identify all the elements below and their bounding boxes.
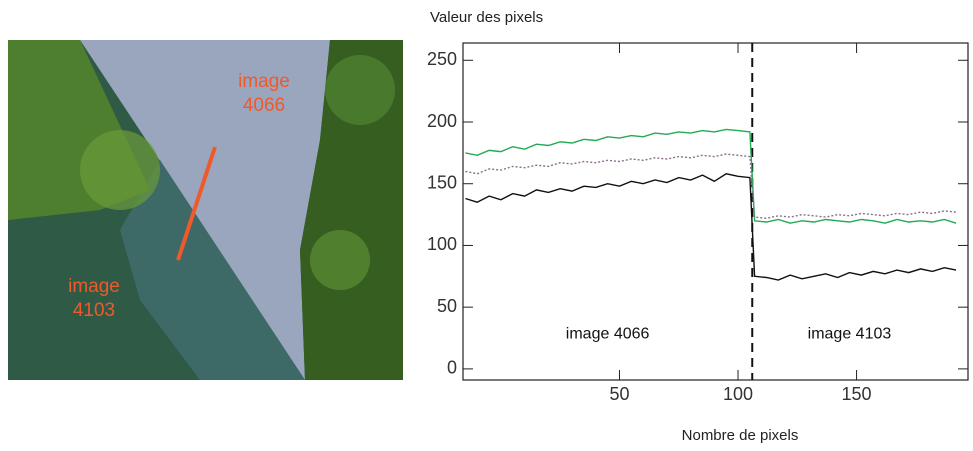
data-line bbox=[465, 153, 957, 220]
photo-label: 4103 bbox=[73, 300, 115, 321]
data-line bbox=[465, 173, 957, 281]
y-axis-title: Valeur des pixels bbox=[430, 9, 543, 26]
y-tick-label: 200 bbox=[427, 111, 457, 131]
y-tick-label: 50 bbox=[437, 296, 457, 316]
x-axis-title: Nombre de pixels bbox=[682, 427, 799, 444]
data-line bbox=[465, 128, 957, 224]
x-tick-label: 50 bbox=[609, 384, 629, 404]
annotation: image 4103 bbox=[808, 326, 892, 343]
x-tick-label: 150 bbox=[842, 384, 872, 404]
transect-line bbox=[176, 146, 217, 261]
trees-right bbox=[300, 40, 403, 380]
aerial-photo: image 4066 image 4103 bbox=[8, 40, 403, 380]
water-overlap bbox=[120, 160, 305, 380]
y-tick-label: 0 bbox=[447, 358, 457, 378]
photo-label: image bbox=[68, 276, 120, 297]
image-4066-area bbox=[80, 40, 330, 380]
tree-clump bbox=[325, 55, 395, 125]
tree-clump bbox=[310, 230, 370, 290]
annotation: image 4066 bbox=[566, 326, 650, 343]
photo-label: 4066 bbox=[243, 95, 285, 116]
plot-frame bbox=[462, 42, 969, 381]
photo-label: image bbox=[238, 71, 290, 92]
chart: Valeur des pixels Nombre de pixels 0 50 10… bbox=[427, 9, 969, 444]
y-tick-label: 250 bbox=[427, 49, 457, 69]
tree-clump bbox=[80, 130, 160, 210]
x-tick-label: 100 bbox=[723, 384, 753, 404]
y-tick-label: 100 bbox=[427, 234, 457, 254]
y-tick-label: 150 bbox=[427, 172, 457, 192]
